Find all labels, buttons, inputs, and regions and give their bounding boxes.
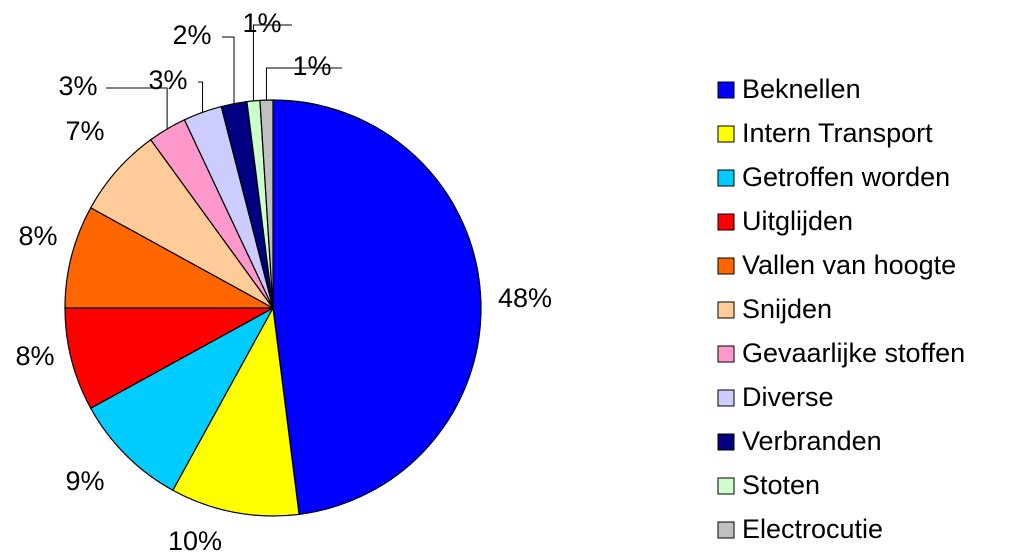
data-label: 1%	[292, 51, 331, 81]
leader-line	[198, 81, 204, 113]
legend-label: Snijden	[742, 294, 832, 324]
legend-swatch	[717, 389, 735, 407]
data-label: 10%	[168, 526, 222, 556]
legend-label: Vallen van hoogte	[742, 250, 956, 280]
legend-label: Gevaarlijke stoffen	[742, 338, 965, 368]
legend-swatch	[717, 433, 735, 451]
legend-swatch	[717, 477, 735, 495]
data-label: 48%	[498, 283, 552, 313]
data-label: 2%	[172, 20, 211, 50]
leader-line	[252, 24, 292, 101]
pie-slice	[64, 307, 274, 410]
legend-label: Getroffen worden	[742, 162, 950, 192]
pie-slice	[171, 306, 300, 517]
legend-label: Intern Transport	[742, 118, 933, 148]
data-label: 8%	[15, 341, 54, 371]
data-label: 3%	[148, 65, 187, 95]
data-label: 8%	[18, 221, 57, 251]
legend-swatch	[717, 257, 735, 275]
legend-swatch	[717, 125, 735, 143]
leader-line	[106, 87, 168, 129]
pie-slice	[64, 206, 274, 309]
legend-swatch	[717, 169, 735, 187]
legend-label: Electrocutie	[742, 514, 883, 544]
legend-label: Verbranden	[742, 426, 882, 456]
data-label: 3%	[58, 71, 97, 101]
legend-swatch	[717, 521, 735, 539]
legend-label: Beknellen	[742, 74, 861, 104]
legend-label: Stoten	[742, 470, 820, 500]
legend-swatch	[717, 213, 735, 231]
legend-swatch	[717, 301, 735, 319]
data-label: 9%	[65, 466, 104, 496]
pie-slice	[89, 306, 275, 492]
data-label: 7%	[65, 116, 104, 146]
legend-label: Uitglijden	[742, 206, 853, 236]
leader-line	[222, 36, 235, 104]
legend-swatch	[717, 345, 735, 363]
pie-slice	[272, 99, 482, 516]
data-label: 1%	[242, 8, 281, 38]
legend-label: Diverse	[742, 382, 834, 412]
leader-line	[265, 67, 342, 101]
legend-swatch	[717, 81, 735, 99]
